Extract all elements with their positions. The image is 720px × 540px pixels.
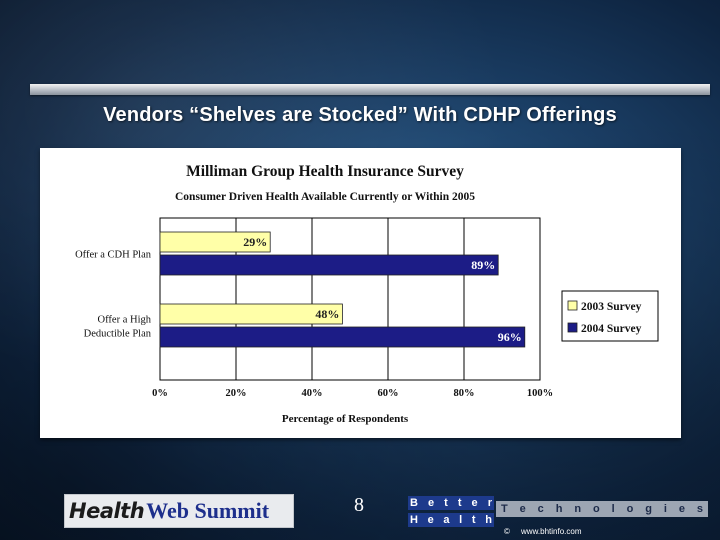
- legend-entry: 2004 Survey: [581, 323, 642, 335]
- logo-health-letter: H: [410, 514, 418, 526]
- x-axis-label: Percentage of Respondents: [282, 413, 409, 425]
- logo-health-text: Health: [69, 499, 145, 523]
- logo-health-letter: a: [443, 514, 450, 526]
- bar-value-label: 89%: [471, 258, 495, 272]
- bar: [159, 326, 526, 348]
- category-label: Deductible Plan: [84, 329, 152, 340]
- title-rule: [30, 84, 710, 95]
- chart-subtitle: Consumer Driven Health Available Current…: [175, 191, 475, 203]
- legend-entry: 2003 Survey: [581, 301, 642, 313]
- logo-technologies-letter: h: [555, 503, 563, 515]
- logo-technologies-letter: e: [678, 503, 685, 515]
- x-tick-label: 20%: [226, 388, 247, 399]
- logo-technologies-letter: n: [574, 503, 582, 515]
- chart-title: Milliman Group Health Insurance Survey: [186, 163, 464, 180]
- plot-frame: [159, 217, 541, 381]
- logo-technologies-letter: i: [663, 503, 667, 515]
- slide-title: Vendors “Shelves are Stocked” With CDHP …: [103, 104, 617, 126]
- category-label: Offer a High: [98, 315, 152, 326]
- bar-value-label: 96%: [498, 330, 522, 344]
- logo-better-letter: r: [487, 497, 492, 509]
- x-tick-label: 60%: [378, 388, 399, 399]
- legend-swatch: [567, 322, 578, 333]
- website-url: www.bhtinfo.com: [521, 527, 582, 536]
- bar: [159, 231, 271, 253]
- logo-better-letter: t: [444, 497, 448, 509]
- bar-chart: Milliman Group Health Insurance Survey Co…: [75, 163, 659, 425]
- x-tick-label: 80%: [454, 388, 475, 399]
- logo-summit-text: Web Summit: [146, 498, 270, 523]
- legend-box: [561, 290, 659, 342]
- logo-technologies-letter: s: [696, 503, 703, 515]
- logo-technologies-letter: l: [611, 503, 615, 515]
- page-number: 8: [354, 494, 364, 516]
- logo-technologies-letter: g: [645, 503, 652, 515]
- logo-health-letter: h: [485, 514, 492, 526]
- category-label: Offer a CDH Plan: [75, 250, 152, 261]
- chart-panel: Milliman Group Health Insurance Survey Co…: [40, 148, 681, 438]
- logo-better-letter: B: [410, 497, 418, 509]
- health-web-summit-logo: Health Web Summit: [64, 494, 294, 528]
- logo-technologies-letter: o: [626, 503, 634, 515]
- logo-better-letter: e: [471, 497, 478, 509]
- bar-value-label: 48%: [315, 307, 339, 321]
- logo-copyright-line: © www.bhtinfo.com: [504, 527, 582, 536]
- logo-health-letter: t: [471, 514, 476, 526]
- logo-better-letter: t: [457, 497, 462, 509]
- logo-technologies-letter: o: [592, 503, 600, 515]
- logo-technologies-letter: e: [519, 503, 526, 515]
- logo-better-letter: e: [427, 497, 435, 509]
- bar-value-label: 29%: [243, 235, 267, 249]
- bar: [159, 303, 343, 325]
- x-tick-label: 100%: [527, 388, 553, 399]
- logo-health-letter: l: [459, 514, 463, 526]
- logo-technologies-letter: c: [537, 503, 544, 515]
- bar: [159, 254, 499, 276]
- copyright-icon: ©: [504, 527, 510, 536]
- x-tick-label: 40%: [302, 388, 323, 399]
- logo-health-letter: e: [427, 514, 434, 526]
- x-tick-label: 0%: [152, 388, 168, 399]
- legend-swatch: [567, 300, 578, 311]
- logo-technologies-letter: T: [501, 503, 508, 515]
